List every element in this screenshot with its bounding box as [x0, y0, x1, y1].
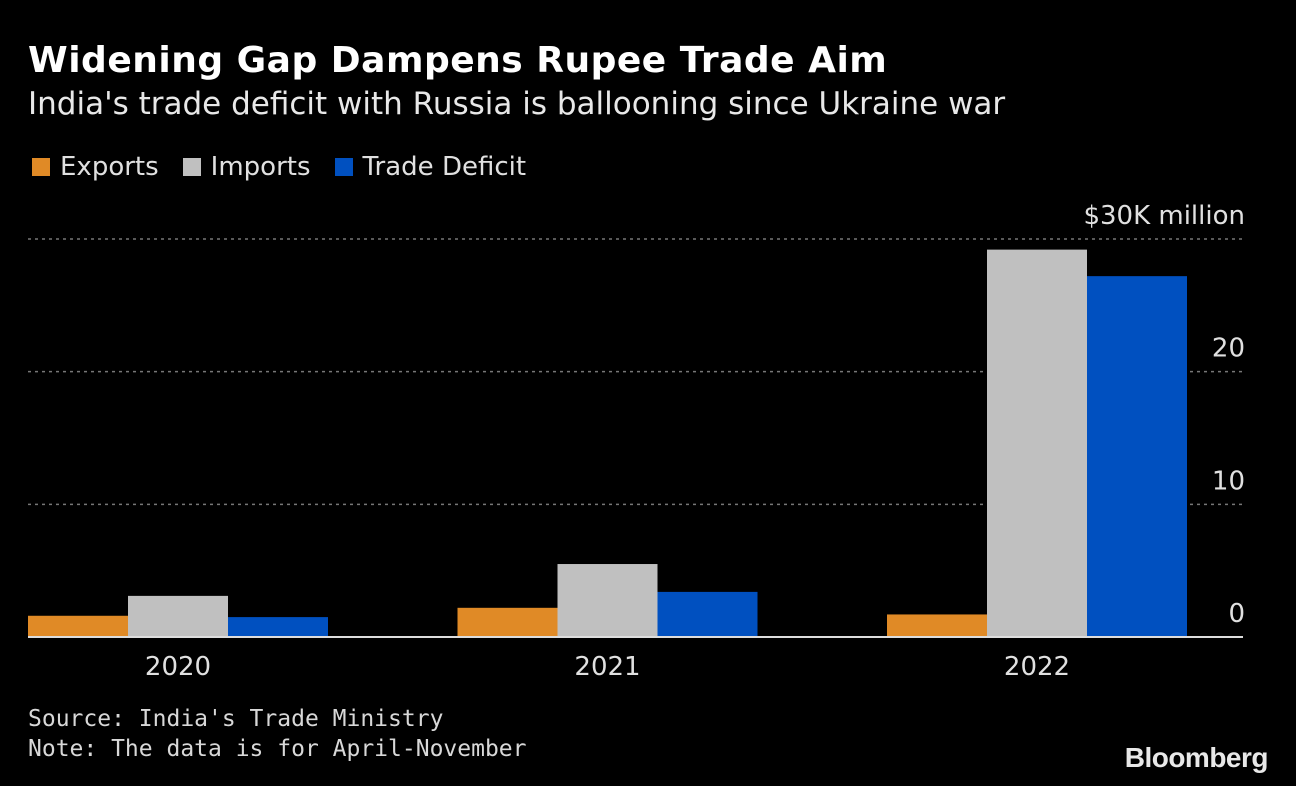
legend-item-imports: Imports: [182, 152, 311, 182]
legend-label: Imports: [210, 152, 311, 182]
x-tick-label: 2022: [1004, 652, 1070, 682]
bar-trade-deficit-2020: [228, 617, 328, 637]
legend-swatch-trade-deficit: [334, 158, 353, 176]
legend-item-exports: Exports: [32, 152, 159, 182]
legend-swatch-imports: [182, 158, 201, 176]
bar-trade-deficit-2021: [657, 591, 758, 637]
y-tick-label: 20: [1212, 334, 1245, 364]
bar-exports-2020: [28, 615, 128, 637]
bar-exports-2021: [457, 607, 558, 637]
legend-item-trade-deficit: Trade Deficit: [334, 152, 527, 182]
legend-swatch-exports: [32, 158, 50, 176]
bar-trade-deficit-2022: [1087, 276, 1187, 637]
bar-imports-2020: [128, 595, 228, 637]
chart-subtitle: India's trade deficit with Russia is bal…: [28, 86, 1006, 122]
footer: Source: India's Trade Ministry Note: The…: [28, 704, 527, 764]
legend-label: Exports: [60, 152, 159, 182]
bar-imports-2022: [987, 249, 1087, 637]
legend-label: Trade Deficit: [362, 152, 527, 182]
bar-imports-2021: [557, 564, 658, 637]
chart-title: Widening Gap Dampens Rupee Trade Aim: [28, 40, 888, 81]
y-tick-label: 10: [1212, 466, 1245, 496]
bloomberg-logo: Bloomberg: [1124, 742, 1269, 773]
legend: Exports Imports Trade Deficit: [32, 152, 526, 182]
y-tick-label: $30K million: [1083, 201, 1245, 231]
data-note: Note: The data is for April-November: [28, 736, 527, 762]
bar-exports-2022: [887, 614, 987, 637]
y-tick-label: 0: [1228, 599, 1245, 629]
x-tick-label: 2021: [574, 652, 640, 682]
x-tick-label: 2020: [145, 652, 211, 682]
source-note: Source: India's Trade Ministry: [28, 706, 444, 732]
